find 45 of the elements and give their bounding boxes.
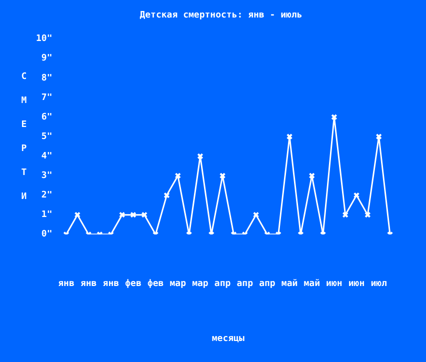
- x-tick-label: мар: [192, 279, 209, 290]
- x-tick-label: апр: [259, 279, 276, 290]
- x-tick-label: апр: [236, 279, 254, 290]
- x-tick-label: фев: [147, 279, 164, 290]
- y-tick-label: 4": [41, 152, 52, 162]
- x-tick-label: июн: [348, 279, 365, 290]
- x-tick-label: янв: [102, 279, 120, 290]
- point: [353, 192, 360, 198]
- point: [308, 172, 315, 179]
- y-tick-label: 6": [41, 112, 52, 122]
- y-tick-label: 7": [41, 92, 52, 103]
- y-tick-label: 5": [41, 132, 52, 142]
- point: [364, 212, 371, 218]
- y-tick-label: 8": [41, 73, 52, 84]
- x-tick-label: июл: [370, 279, 387, 290]
- x-tick-label: фев: [125, 279, 142, 290]
- x-tick-label: мар: [170, 279, 187, 290]
- x-axis-title: месяцы: [212, 334, 245, 344]
- x-tick-label: апр: [214, 279, 232, 290]
- point: [164, 192, 170, 198]
- point: [174, 172, 182, 179]
- y-tick-label: 3": [41, 171, 52, 182]
- y-tick-label: 0": [41, 230, 52, 240]
- point: [376, 133, 382, 140]
- point: [197, 153, 204, 160]
- point: [342, 212, 348, 218]
- point: [286, 133, 293, 140]
- point: [74, 212, 81, 218]
- point: [252, 212, 260, 218]
- point: [331, 114, 338, 120]
- x-tick-label: янв: [58, 279, 74, 290]
- y-tick-label: 10": [36, 34, 52, 44]
- point: [130, 212, 136, 218]
- y-tick-label: 1": [41, 210, 52, 220]
- y-tick-label: 9": [41, 54, 52, 64]
- y-tick-label: 2": [41, 190, 52, 201]
- x-tick-label: янв: [80, 279, 97, 290]
- point: [118, 212, 126, 218]
- text: СМЕРТИ: [21, 72, 27, 202]
- x-tick-label: май: [304, 278, 320, 290]
- x-tick-label: июн: [326, 279, 342, 290]
- point: [141, 212, 148, 218]
- x-tick-label: май: [281, 278, 298, 290]
- chart-title: Детская смертность: янв - июль: [140, 10, 302, 21]
- point: [219, 172, 226, 179]
